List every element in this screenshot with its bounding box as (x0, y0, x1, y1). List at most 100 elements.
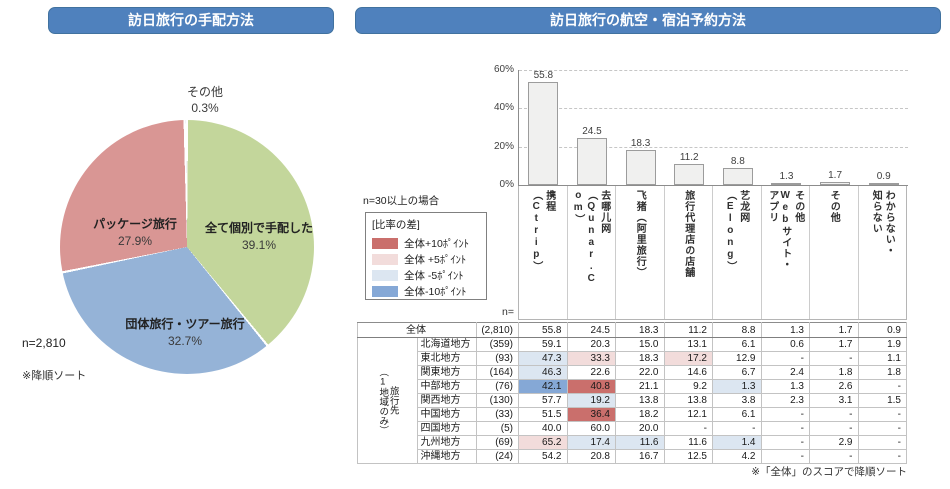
value-cell: - (760, 435, 810, 450)
value-cell: 40.8 (566, 379, 616, 394)
table-sort-note: ※「全体」のスコアで降順ソート (751, 466, 907, 478)
bar-column: 55.8 (519, 70, 568, 185)
category-cell: その他 (810, 186, 859, 319)
n-cell: (69) (476, 435, 519, 450)
n-cell: (164) (476, 365, 519, 380)
value-cell: 12.9 (712, 351, 762, 366)
value-cell: 11.6 (615, 435, 665, 450)
table-row: 四国地方 (5) 40.0 60.0 20.0- - - - - (358, 421, 907, 436)
category-cell: 旅行代理店の店舗 (665, 186, 713, 319)
value-cell: 6.7 (712, 365, 762, 380)
pie-label-group-tour-text: 団体旅行・ツアー旅行 (125, 317, 245, 331)
value-cell: - (857, 407, 907, 422)
table-row: 東北地方 (93) 47.3 33.3 18.3 17.2 12.9- -1.1 (358, 351, 907, 366)
category-header-row: 携程 （Ctrip） 去哪儿网 （Qunar.C om） 飞猪（阿里旅行） 旅行代理店… (518, 186, 907, 320)
value-cell: 2.6 (809, 379, 859, 394)
n-cell: (359) (476, 337, 519, 352)
pie-label-package-value: 27.9% (117, 234, 153, 248)
bar (868, 183, 899, 185)
value-cell: 42.1 (518, 379, 568, 394)
bar-column: 1.7 (811, 70, 860, 185)
table-row: 中部地方 (76) 42.1 40.8 21.1 9.2 1.3 1.3 2.6- (358, 379, 907, 394)
n-cell: (24) (476, 449, 519, 464)
value-cell: 1.9 (857, 337, 907, 352)
bar-value-label: 11.2 (679, 151, 699, 163)
legend-item: 全体-10ﾎﾟｲﾝﾄ (372, 283, 480, 299)
pie-chart (60, 120, 314, 374)
value-cell: - (760, 449, 810, 464)
region-name-cell: 中部地方 (416, 379, 477, 394)
value-cell: - (857, 421, 907, 436)
value-cell: 1.3 (760, 322, 810, 338)
value-cell: - (760, 407, 810, 422)
left-panel-title: 訪日旅行の手配方法 (48, 7, 334, 34)
bar-column: 24.5 (568, 70, 617, 185)
bar-value-label: 55.8 (533, 70, 554, 81)
bar-column: 18.3 (616, 70, 665, 185)
n-cell: (93) (476, 351, 519, 366)
n-cell: (33) (476, 407, 519, 422)
bar (722, 168, 753, 185)
region-data-table: 全体 (2,810) 55.8 24.5 18.3 11.2 8.8 1.3 1.7 0.9 旅行先… (357, 322, 907, 464)
legend-title: [比率の差] (372, 219, 420, 231)
value-cell: 3.1 (809, 393, 859, 408)
region-name-cell: 東北地方 (416, 351, 477, 366)
value-cell: 40.0 (518, 421, 568, 436)
value-cell: 18.2 (615, 407, 665, 422)
region-name-cell: 中国地方 (416, 407, 477, 422)
value-cell: - (809, 351, 859, 366)
pie-label-other-text: その他 (186, 85, 223, 99)
value-cell: 6.1 (712, 337, 762, 352)
pie-label-group-tour-value: 32.7% (167, 334, 203, 348)
n-cell: (76) (476, 379, 519, 394)
category-cell: 艺龙网 （Elong） (713, 186, 762, 319)
legend-item: 全体 +5ﾎﾟｲﾝﾄ (372, 251, 480, 267)
legend-item: 全体+10ﾎﾟｲﾝﾄ (372, 235, 480, 251)
bar (674, 163, 705, 185)
value-cell: 2.9 (809, 435, 859, 450)
value-cell: 60.0 (566, 421, 616, 436)
legend-swatch (372, 253, 398, 265)
value-cell: - (857, 435, 907, 450)
value-cell: - (857, 379, 907, 394)
bar (771, 182, 802, 185)
value-cell: 22.0 (615, 365, 665, 380)
category-label: 去哪儿网 （Qunar.C om） (572, 190, 610, 285)
bar-column: 8.8 (714, 70, 763, 185)
value-cell: 17.4 (566, 435, 616, 450)
n-column-label: n= (502, 306, 514, 318)
pie-label-group-tour: 団体旅行・ツアー旅行 32.7% (105, 316, 265, 350)
value-cell: 57.7 (518, 393, 568, 408)
bar-value-label: 24.5 (582, 126, 602, 137)
value-cell: 1.8 (809, 365, 859, 380)
bar (625, 149, 656, 185)
table-row: 沖縄地方 (24) 54.2 20.8 16.7 12.5 4.2- - - (358, 449, 907, 464)
category-cell: 飞猪（阿里旅行） (616, 186, 665, 319)
value-cell: - (809, 449, 859, 464)
value-cell: 46.3 (518, 365, 568, 380)
gridline-60 (519, 70, 908, 71)
bar-chart-plot: 55.8 24.5 18.3 11.2 8.8 1.3 1.7 0.9 (518, 70, 908, 186)
legend-label: 全体 -5ﾎﾟｲﾝﾄ (404, 269, 464, 282)
value-cell: 13.8 (663, 393, 713, 408)
legend-label: 全体 +5ﾎﾟｲﾝﾄ (404, 253, 467, 266)
value-cell: - (809, 421, 859, 436)
value-cell: 18.3 (615, 351, 665, 366)
y-tick-20: 20% (493, 141, 514, 152)
gridline-40 (519, 108, 908, 109)
value-cell: 1.7 (809, 337, 859, 352)
value-cell: - (809, 407, 859, 422)
value-cell: 11.2 (663, 322, 713, 338)
bar-value-label: 18.3 (630, 137, 651, 149)
bar (820, 181, 851, 185)
table-total-row: 全体 (2,810) 55.8 24.5 18.3 11.2 8.8 1.3 1.7 0.9 (357, 322, 907, 338)
value-cell: 19.2 (566, 393, 616, 408)
value-cell: 22.6 (566, 365, 616, 380)
table-row: 九州地方 (69) 65.2 17.4 11.6 11.6 1.4-2.9- (358, 435, 907, 450)
bar-column: 1.3 (762, 70, 811, 185)
y-tick-60: 60% (493, 64, 514, 75)
value-cell: - (760, 351, 810, 366)
category-cell: 去哪儿网 （Qunar.C om） (568, 186, 616, 319)
value-cell: 36.4 (566, 407, 616, 422)
pie-label-package: パッケージ旅行 27.9% (70, 216, 200, 250)
